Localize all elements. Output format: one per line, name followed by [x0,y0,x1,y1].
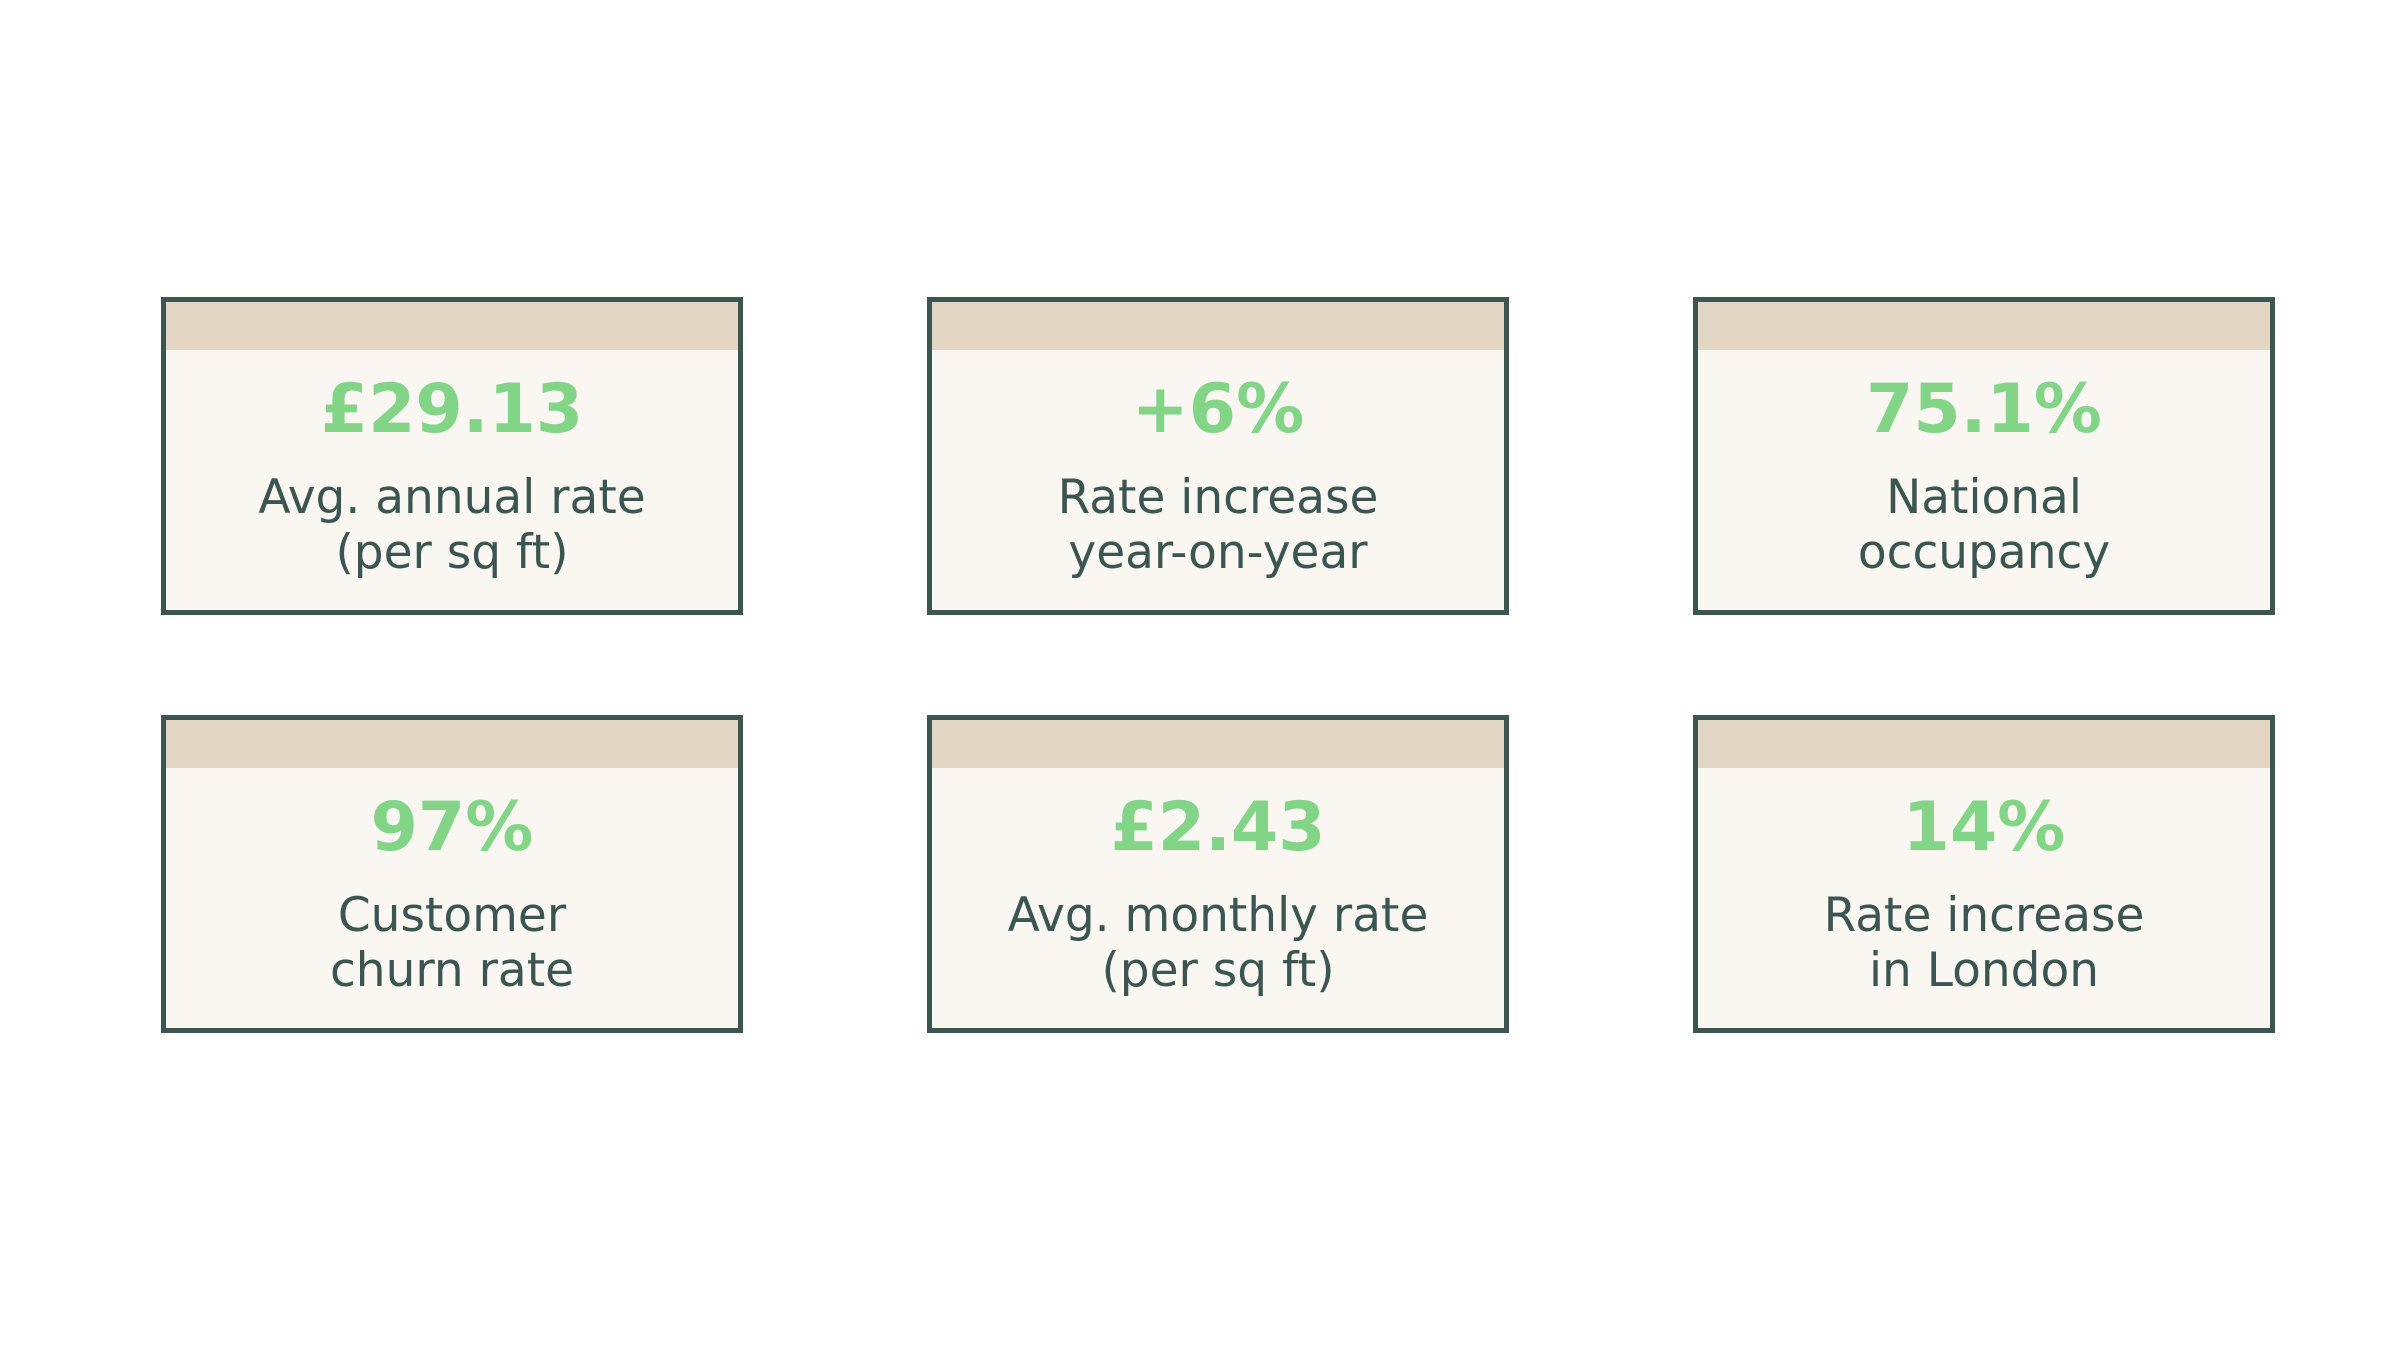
kpi-value: 75.1% [1866,370,2102,449]
label-line: churn rate [329,943,575,998]
kpi-value: 14% [1902,788,2066,867]
kpi-card: £29.13 Avg. annual rate (per sq ft) [161,297,743,615]
label-line: (per sq ft) [1101,943,1335,998]
kpi-value: £29.13 [320,370,584,449]
label-line: year-on-year [1068,525,1368,580]
label-line: Rate increase [1823,888,2145,943]
label-line: Rate increase [1057,470,1379,525]
kpi-card: 75.1% National occupancy [1693,297,2275,615]
label-line: Avg. annual rate [258,470,646,525]
card-header [932,302,1504,350]
kpi-value: 97% [370,788,534,867]
kpi-value: +6% [1131,370,1305,449]
kpi-label: Avg. monthly rate (per sq ft) [932,888,1504,998]
kpi-label: Rate increase in London [1698,888,2270,998]
kpi-card: 14% Rate increase in London [1693,715,2275,1033]
card-header [932,720,1504,768]
kpi-label: Rate increase year-on-year [932,470,1504,580]
kpi-card: 97% Customer churn rate [161,715,743,1033]
label-line: Avg. monthly rate [1007,888,1429,943]
card-header [1698,720,2270,768]
card-header [166,720,738,768]
kpi-label: National occupancy [1698,470,2270,580]
kpi-card: +6% Rate increase year-on-year [927,297,1509,615]
kpi-label: Avg. annual rate (per sq ft) [166,470,738,580]
kpi-card: £2.43 Avg. monthly rate (per sq ft) [927,715,1509,1033]
kpi-value: £2.43 [1110,788,1326,867]
card-header [1698,302,2270,350]
kpi-label: Customer churn rate [166,888,738,998]
card-header [166,302,738,350]
label-line: National [1886,470,2082,525]
label-line: Customer [337,888,567,943]
label-line: occupancy [1857,525,2111,580]
label-line: (per sq ft) [335,525,569,580]
label-line: in London [1868,943,2100,998]
